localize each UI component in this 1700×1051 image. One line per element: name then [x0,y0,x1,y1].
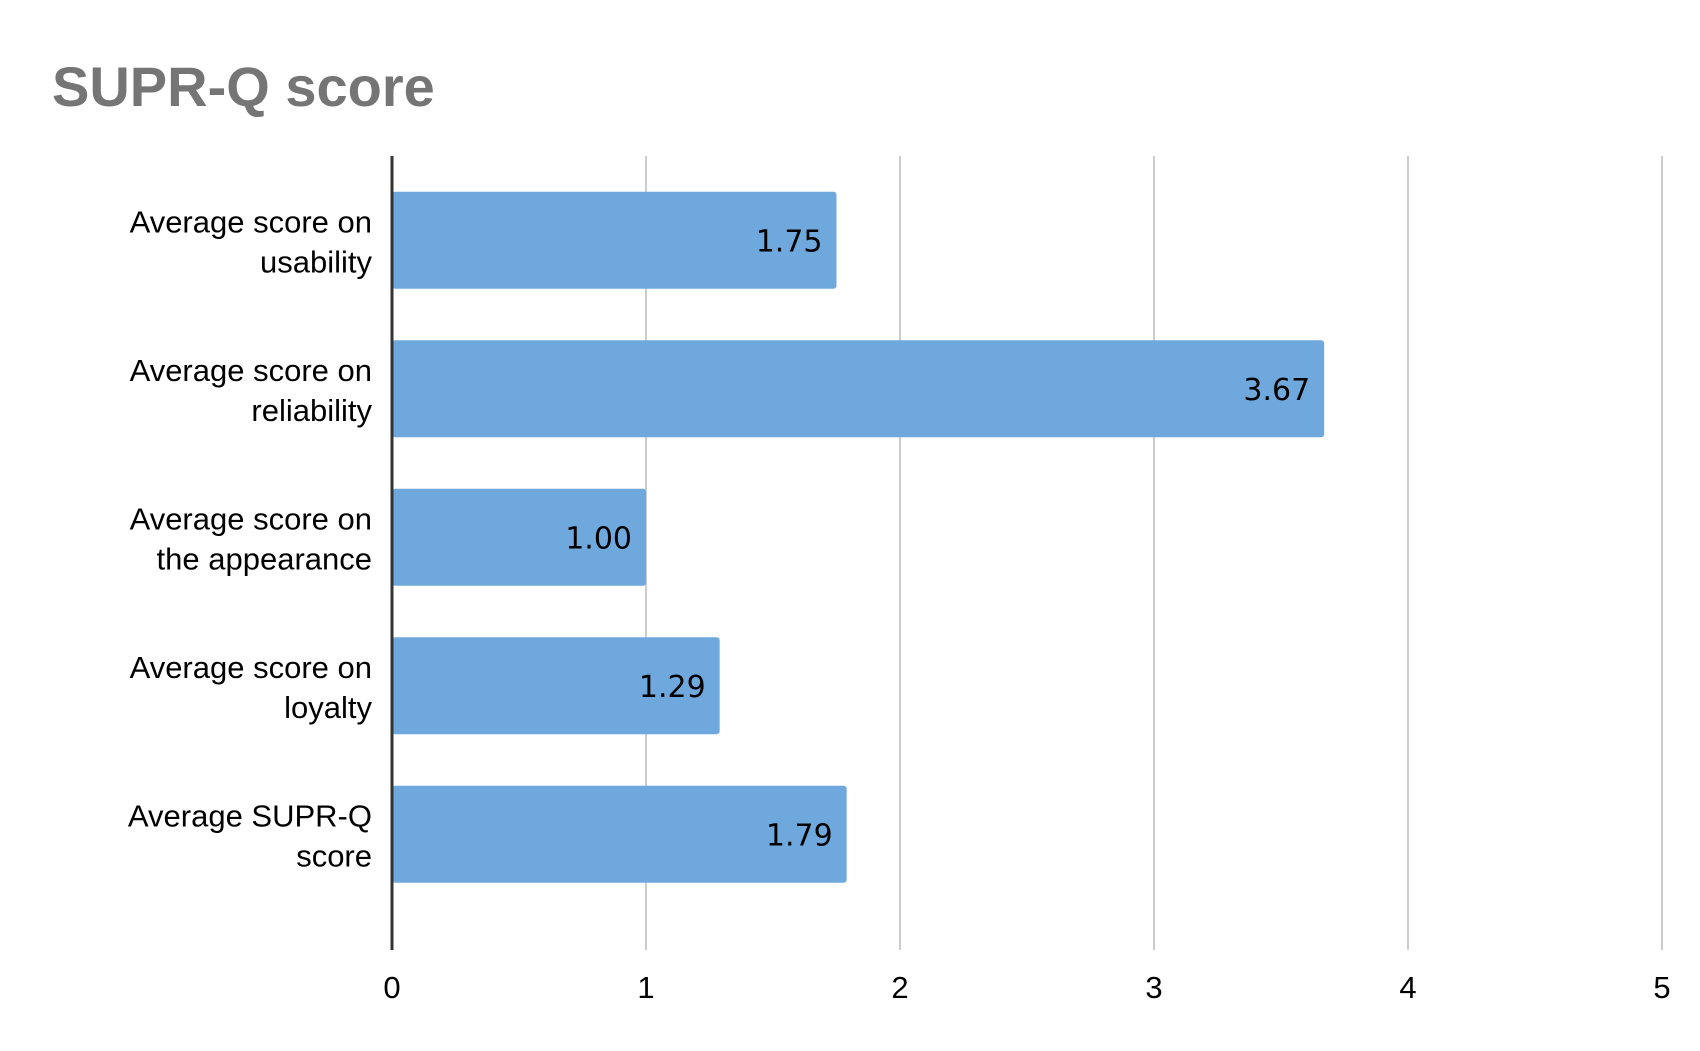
x-tick-label-3: 3 [1145,970,1162,1005]
category-label-1: Average score on reliability [130,353,373,428]
category-label-line: usability [260,244,372,279]
category-label-line: Average SUPR-Q [128,798,372,833]
category-label-line: Average score on [130,204,372,239]
bar-3 [392,637,720,735]
category-label-line: score [296,838,372,873]
bar-1 [392,340,1325,438]
x-tick-label-1: 1 [637,970,654,1005]
bar-0 [392,191,837,289]
bars [392,191,1325,883]
value-label-0: 1.75 [756,224,823,259]
value-label-3: 1.29 [639,670,706,705]
category-label-line: loyalty [284,690,372,725]
labels: 0 1 2 3 4 5 1.75 Average score on usability 3.67 A… [128,204,1671,1005]
category-label-line: Average score on [130,353,372,388]
x-tick-label-2: 2 [891,970,908,1005]
value-label-1: 3.67 [1243,373,1310,408]
category-label-line: Average score on [130,501,372,536]
value-label-4: 1.79 [766,818,833,853]
bar-4 [392,785,847,883]
category-label-line: reliability [251,393,372,428]
category-label-line: Average score on [130,650,372,685]
x-tick-label-4: 4 [1399,970,1416,1005]
category-label-line: the appearance [157,541,372,576]
category-label-4: Average SUPR-Q score [128,798,372,873]
bar-2 [392,488,646,586]
chart-title: SUPR-Q score [52,55,435,118]
category-label-0: Average score on usability [130,204,373,279]
category-label-2: Average score on the appearance [130,501,372,576]
value-label-2: 1.00 [565,521,632,556]
category-label-3: Average score on loyalty [130,650,373,725]
x-tick-label-0: 0 [383,970,400,1005]
x-tick-label-5: 5 [1653,970,1670,1005]
